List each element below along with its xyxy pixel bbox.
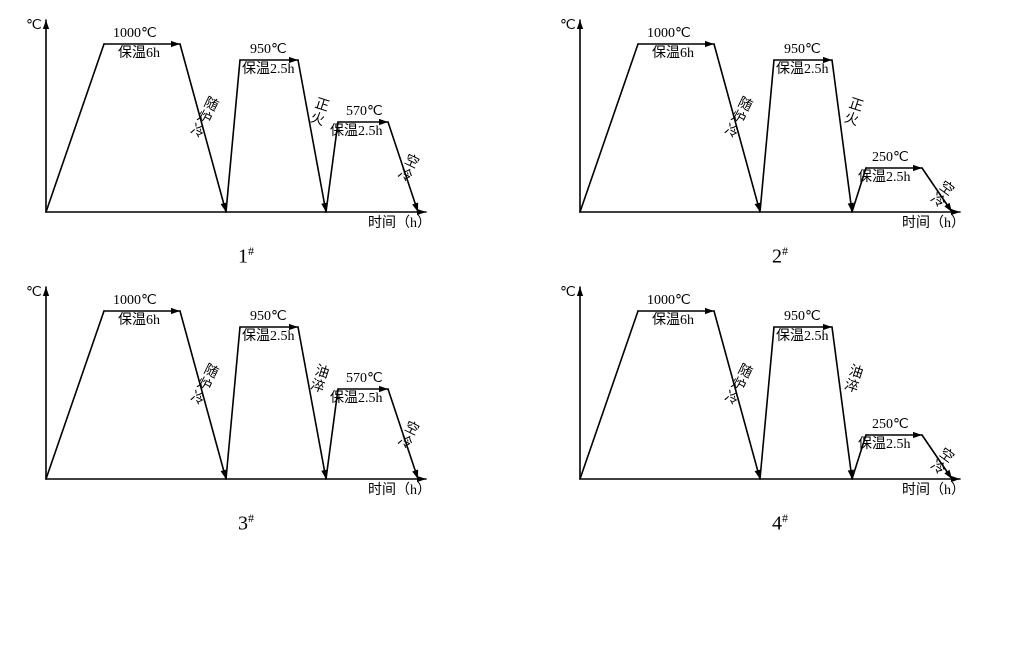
peak3-temp: 250℃ bbox=[872, 150, 909, 165]
peak2-hold: 保温2.5h bbox=[776, 62, 829, 77]
x-axis-label: 时间（h） bbox=[902, 483, 965, 498]
chart-2-svg bbox=[552, 12, 982, 242]
peak2-hold: 保温2.5h bbox=[242, 62, 295, 77]
panel-2: ℃ 时间（h） 1000℃ 保温6h 950℃ 保温2.5h 250℃ 保温2.… bbox=[552, 12, 1006, 269]
peak3-temp: 570℃ bbox=[346, 371, 383, 386]
peak1-temp: 1000℃ bbox=[647, 26, 691, 41]
caption-1: 1# bbox=[238, 244, 472, 269]
y-axis-label: ℃ bbox=[26, 285, 42, 300]
y-axis-label: ℃ bbox=[560, 285, 576, 300]
peak1-temp: 1000℃ bbox=[113, 293, 157, 308]
chart-3-svg bbox=[18, 279, 448, 509]
x-axis-label: 时间（h） bbox=[902, 216, 965, 231]
peak1-hold: 保温6h bbox=[652, 46, 694, 61]
peak3-hold: 保温2.5h bbox=[858, 170, 911, 185]
peak2-temp: 950℃ bbox=[784, 42, 821, 57]
peak2-temp: 950℃ bbox=[784, 309, 821, 324]
peak3-temp: 250℃ bbox=[872, 417, 909, 432]
peak3-temp: 570℃ bbox=[346, 104, 383, 119]
peak2-hold: 保温2.5h bbox=[776, 329, 829, 344]
x-axis-label: 时间（h） bbox=[368, 483, 431, 498]
panel-grid: ℃ 时间（h） 1000℃ 保温6h 950℃ 保温2.5h 570℃ 保温2.… bbox=[18, 12, 1006, 535]
caption-3: 3# bbox=[238, 511, 472, 536]
peak2-temp: 950℃ bbox=[250, 42, 287, 57]
peak3-hold: 保温2.5h bbox=[330, 124, 383, 139]
y-axis-label: ℃ bbox=[560, 18, 576, 33]
peak3-hold: 保温2.5h bbox=[858, 437, 911, 452]
x-axis-label: 时间（h） bbox=[368, 216, 431, 231]
chart-1-svg bbox=[18, 12, 448, 242]
chart-4: ℃ 时间（h） 1000℃ 保温6h 950℃ 保温2.5h 250℃ 保温2.… bbox=[552, 279, 982, 509]
peak2-hold: 保温2.5h bbox=[242, 329, 295, 344]
peak1-hold: 保温6h bbox=[118, 313, 160, 328]
peak1-temp: 1000℃ bbox=[647, 293, 691, 308]
chart-4-svg bbox=[552, 279, 982, 509]
caption-4: 4# bbox=[772, 511, 1006, 536]
peak2-temp: 950℃ bbox=[250, 309, 287, 324]
chart-3: ℃ 时间（h） 1000℃ 保温6h 950℃ 保温2.5h 570℃ 保温2.… bbox=[18, 279, 448, 509]
caption-2: 2# bbox=[772, 244, 1006, 269]
panel-3: ℃ 时间（h） 1000℃ 保温6h 950℃ 保温2.5h 570℃ 保温2.… bbox=[18, 279, 472, 536]
peak1-hold: 保温6h bbox=[652, 313, 694, 328]
chart-1: ℃ 时间（h） 1000℃ 保温6h 950℃ 保温2.5h 570℃ 保温2.… bbox=[18, 12, 448, 242]
peak1-hold: 保温6h bbox=[118, 46, 160, 61]
peak3-hold: 保温2.5h bbox=[330, 391, 383, 406]
panel-1: ℃ 时间（h） 1000℃ 保温6h 950℃ 保温2.5h 570℃ 保温2.… bbox=[18, 12, 472, 269]
peak1-temp: 1000℃ bbox=[113, 26, 157, 41]
chart-2: ℃ 时间（h） 1000℃ 保温6h 950℃ 保温2.5h 250℃ 保温2.… bbox=[552, 12, 982, 242]
panel-4: ℃ 时间（h） 1000℃ 保温6h 950℃ 保温2.5h 250℃ 保温2.… bbox=[552, 279, 1006, 536]
y-axis-label: ℃ bbox=[26, 18, 42, 33]
